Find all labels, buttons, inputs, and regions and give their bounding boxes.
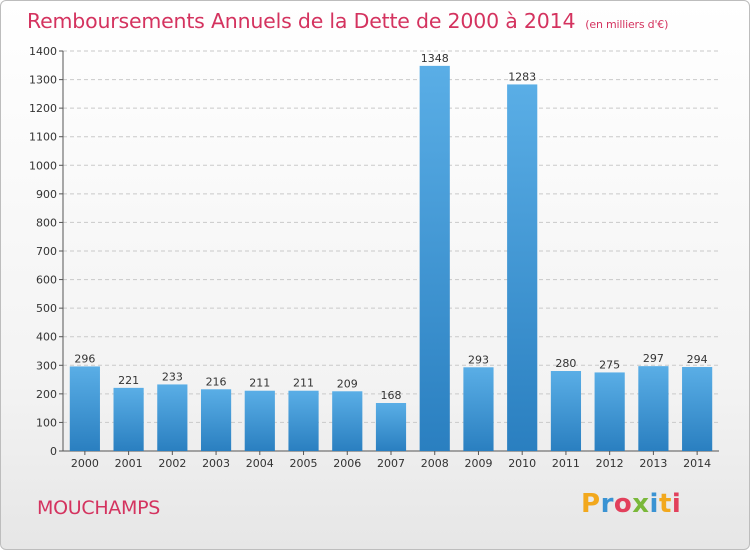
y-tick-label: 1200	[29, 102, 57, 115]
y-tick-label: 1300	[29, 74, 57, 87]
data-label-2008: 1348	[421, 52, 449, 65]
data-label-2013: 297	[643, 352, 664, 365]
x-tick-label-2012: 2012	[596, 457, 624, 470]
chart-unit: (en milliers d'€)	[585, 18, 669, 31]
proxiti-logo: Proxiti	[581, 489, 682, 519]
bar-2001	[113, 387, 144, 451]
x-tick-label-2001: 2001	[115, 457, 143, 470]
bar-2014	[682, 367, 713, 451]
y-tick-label: 700	[36, 245, 57, 258]
y-tick-label: 400	[36, 331, 57, 344]
data-label-2010: 1283	[508, 70, 536, 83]
y-tick-label: 300	[36, 359, 57, 372]
chart-title: Remboursements Annuels de la Dette de 20…	[27, 9, 668, 33]
data-label-2004: 211	[249, 377, 270, 390]
data-label-2002: 233	[162, 370, 183, 383]
x-tick-label-2010: 2010	[508, 457, 536, 470]
data-label-2003: 216	[206, 375, 227, 388]
data-label-2000: 296	[74, 352, 95, 365]
x-tick-label-2003: 2003	[202, 457, 230, 470]
x-tick-label-2009: 2009	[464, 457, 492, 470]
x-tick-label-2000: 2000	[71, 457, 99, 470]
x-tick-label-2011: 2011	[552, 457, 580, 470]
bar-2007	[375, 403, 407, 451]
data-label-2001: 221	[118, 374, 139, 387]
commune-name: MOUCHAMPS	[37, 497, 161, 519]
y-tick-label: 600	[36, 274, 57, 287]
y-tick-label: 1400	[29, 45, 57, 58]
y-tick-label: 200	[36, 388, 57, 401]
x-tick-label-2005: 2005	[290, 457, 318, 470]
x-tick-label-2008: 2008	[421, 457, 449, 470]
bar-2011	[550, 371, 582, 451]
x-tick-label-2006: 2006	[333, 457, 361, 470]
x-tick-label-2013: 2013	[639, 457, 667, 470]
y-tick-label: 100	[36, 416, 57, 429]
x-tick-label-2002: 2002	[158, 457, 186, 470]
data-label-2014: 294	[687, 353, 708, 366]
x-tick-label-2007: 2007	[377, 457, 405, 470]
y-tick-label: 1100	[29, 131, 57, 144]
bar-2004	[244, 390, 275, 451]
data-label-2005: 211	[293, 377, 314, 390]
bar-2005	[288, 390, 319, 451]
data-label-2009: 293	[468, 353, 489, 366]
data-label-2007: 168	[381, 389, 402, 402]
data-label-2012: 275	[599, 358, 620, 371]
bar-2006	[332, 391, 363, 451]
bar-2003	[200, 389, 232, 451]
bar-2002	[157, 384, 188, 451]
y-tick-label: 1000	[29, 159, 57, 172]
bar-2008	[419, 65, 450, 451]
x-tick-label-2004: 2004	[246, 457, 274, 470]
bar-2012	[594, 372, 625, 451]
y-tick-label: 900	[36, 188, 57, 201]
chart-title-text: Remboursements Annuels de la Dette de 20…	[27, 9, 576, 33]
data-label-2011: 280	[555, 357, 576, 370]
y-tick-label: 800	[36, 216, 57, 229]
y-tick-label: 0	[50, 445, 57, 458]
bar-2010	[507, 84, 538, 451]
x-tick-label-2014: 2014	[683, 457, 711, 470]
bar-2000	[69, 366, 100, 451]
bar-2013	[638, 366, 669, 451]
y-tick-label: 500	[36, 302, 57, 315]
bar-2009	[463, 367, 494, 451]
data-label-2006: 209	[337, 377, 358, 390]
